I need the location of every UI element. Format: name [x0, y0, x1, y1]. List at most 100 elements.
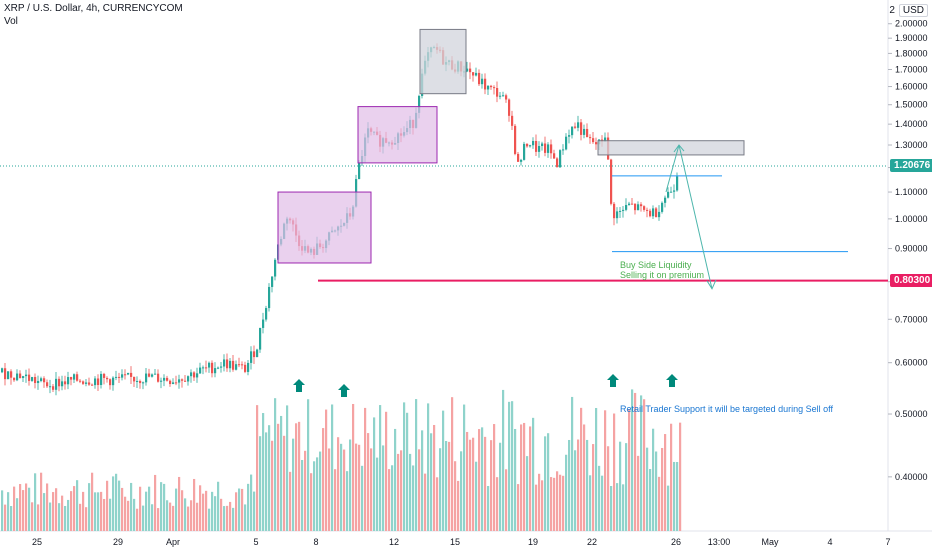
- volume-bar: [589, 475, 592, 531]
- candle-body: [637, 204, 640, 211]
- candle-body: [655, 208, 658, 218]
- candle-body: [205, 367, 208, 369]
- volume-bar: [70, 491, 73, 531]
- volume-bar: [274, 398, 277, 531]
- volume-bar: [370, 448, 373, 531]
- candle-body: [229, 360, 232, 369]
- scale-controls: 2 USD: [889, 4, 928, 17]
- candle-body: [247, 362, 250, 372]
- candle-body: [547, 144, 550, 153]
- candle-body: [652, 208, 655, 217]
- volume-bar: [199, 485, 202, 531]
- candle-body: [115, 376, 118, 378]
- volume-bar: [214, 496, 217, 531]
- candle-body: [604, 137, 607, 142]
- candle-body: [97, 378, 100, 386]
- volume-bar: [484, 436, 487, 531]
- currency-badge[interactable]: USD: [898, 4, 928, 17]
- volume-bar: [211, 491, 214, 531]
- candle-body: [187, 376, 190, 382]
- volume-bar: [178, 476, 181, 531]
- volume-bar: [661, 447, 664, 531]
- volume-bar: [61, 495, 64, 531]
- volume-bar: [544, 436, 547, 531]
- volume-bar: [406, 412, 409, 531]
- volume-bar: [241, 488, 244, 531]
- candle-body: [223, 359, 226, 367]
- volume-bar: [574, 450, 577, 531]
- candle-body: [568, 135, 571, 137]
- volume-bar: [631, 389, 634, 531]
- volume-bar: [313, 461, 316, 531]
- candle-body: [565, 136, 568, 150]
- y-tick-label: 2.00000: [895, 19, 928, 29]
- x-tick-label: 15: [450, 537, 460, 547]
- y-tick-label: 1.60000: [895, 82, 928, 92]
- candle-body: [628, 203, 631, 205]
- candle-body: [142, 382, 145, 384]
- x-tick-label: 26: [671, 537, 681, 547]
- candle-body: [259, 327, 262, 350]
- volume-bar: [550, 477, 553, 531]
- volume-bar: [298, 421, 301, 531]
- volume-bar: [571, 396, 574, 531]
- volume-bar: [667, 485, 670, 531]
- candle-body: [553, 153, 556, 159]
- volume-bar: [439, 448, 442, 531]
- volume-bar: [37, 504, 40, 531]
- volume-bar: [88, 483, 91, 531]
- candle-body: [214, 368, 217, 374]
- candle-body: [196, 373, 199, 378]
- volume-bar: [49, 502, 52, 531]
- candle-body: [124, 374, 127, 376]
- candle-body: [79, 380, 82, 382]
- volume-bar: [472, 437, 475, 531]
- y-tick-label: 0.90000: [895, 244, 928, 254]
- candle-body: [55, 378, 58, 390]
- volume-bar: [58, 503, 61, 531]
- volume-bar: [166, 500, 169, 531]
- candle-body: [475, 72, 478, 76]
- volume-bar: [121, 487, 124, 531]
- y-tick-label: 0.40000: [895, 472, 928, 482]
- candle-body: [121, 374, 124, 378]
- y-tick-label: 0.50000: [895, 409, 928, 419]
- candle-body: [418, 95, 421, 113]
- volume-bar: [466, 431, 469, 531]
- volume-bar: [538, 473, 541, 531]
- liquidity-text-line1: Buy Side Liquidity: [620, 260, 692, 270]
- volume-bar: [490, 440, 493, 531]
- volume-bar: [271, 440, 274, 531]
- volume-bar: [205, 490, 208, 531]
- current-price-flag: 1.20676: [890, 158, 932, 172]
- volume-bar: [82, 491, 85, 531]
- volume-bar: [421, 430, 424, 531]
- candle-body: [499, 95, 502, 97]
- volume-bar: [100, 491, 103, 531]
- volume-bar: [73, 486, 76, 531]
- volume-bar: [625, 443, 628, 531]
- candle-body: [202, 367, 205, 369]
- y-tick-label: 0.70000: [895, 314, 928, 324]
- candle-body: [640, 204, 643, 207]
- candle-body: [574, 126, 577, 128]
- candle-body: [253, 351, 256, 358]
- volume-bar: [562, 475, 565, 531]
- volume-bar: [307, 399, 310, 531]
- volume-bar: [541, 480, 544, 531]
- x-tick-label: 5: [253, 537, 258, 547]
- volume-bar: [235, 492, 238, 531]
- volume-bar: [514, 428, 517, 531]
- volume-bar: [373, 417, 376, 531]
- candle-body: [151, 374, 154, 377]
- volume-bar: [319, 451, 322, 531]
- volume-bar: [349, 439, 352, 531]
- volume-bar: [391, 465, 394, 531]
- candle-body: [592, 138, 595, 143]
- x-tick-label: 29: [113, 537, 123, 547]
- volume-bar: [169, 502, 172, 531]
- volume-bar: [361, 465, 364, 531]
- candle-body: [118, 376, 121, 378]
